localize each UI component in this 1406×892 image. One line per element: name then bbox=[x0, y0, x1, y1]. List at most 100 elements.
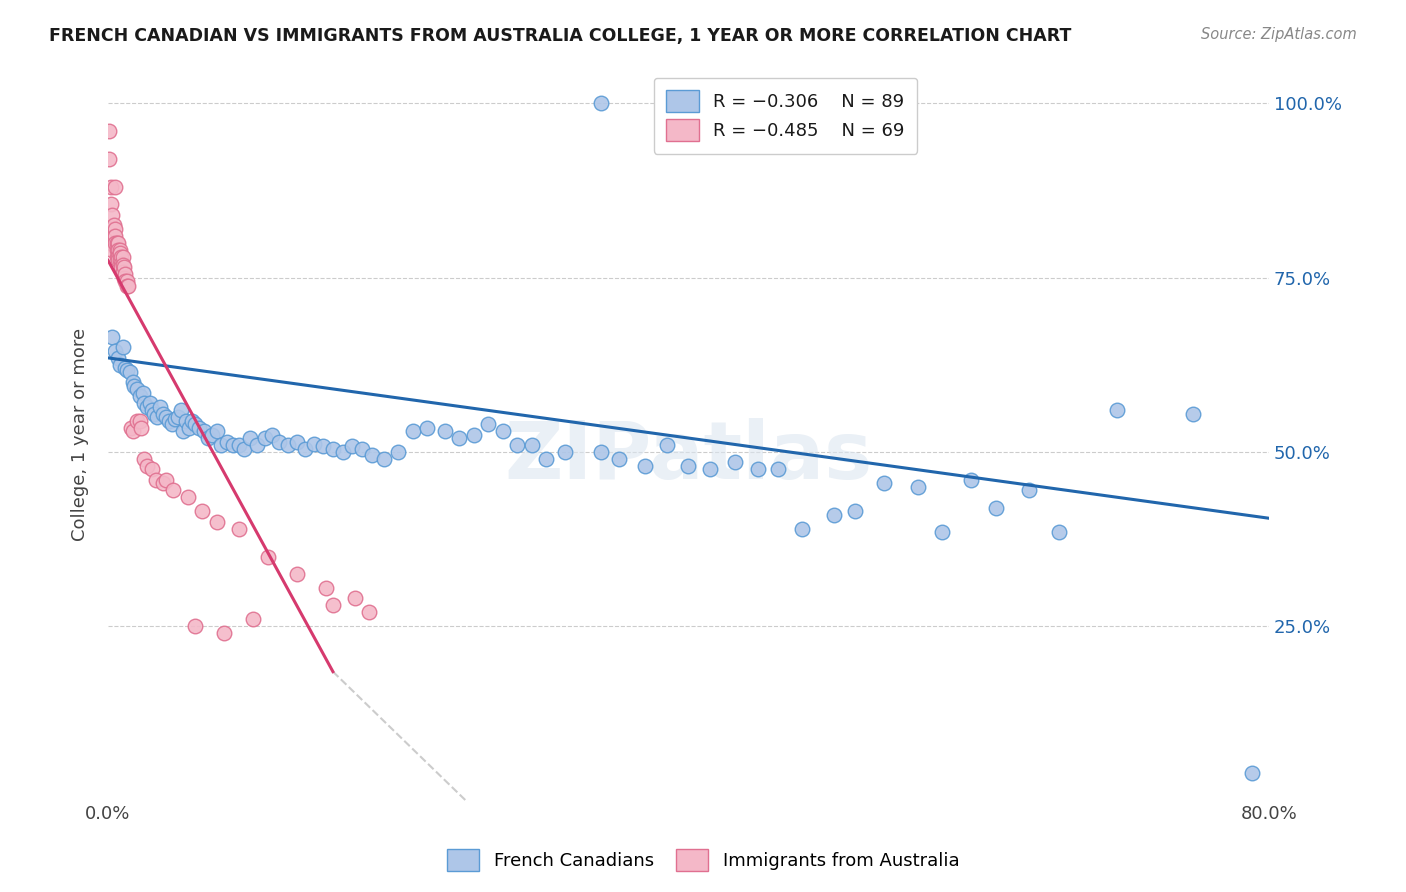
Text: ZIPatlas: ZIPatlas bbox=[505, 417, 873, 496]
Point bbox=[239, 431, 262, 445]
Point bbox=[433, 424, 456, 438]
Point bbox=[873, 476, 896, 491]
Point bbox=[103, 219, 125, 233]
Point bbox=[129, 414, 152, 428]
Point bbox=[146, 410, 169, 425]
Point bbox=[100, 235, 122, 250]
Point bbox=[463, 427, 485, 442]
Point bbox=[169, 403, 191, 417]
Point bbox=[205, 424, 228, 438]
Point bbox=[108, 243, 131, 257]
Point bbox=[1105, 403, 1128, 417]
Point bbox=[105, 250, 128, 264]
Legend: French Canadians, Immigrants from Australia: French Canadians, Immigrants from Austra… bbox=[440, 842, 966, 879]
Point bbox=[285, 434, 308, 449]
Point bbox=[256, 549, 278, 564]
Point bbox=[152, 476, 174, 491]
Point bbox=[104, 180, 127, 194]
Point bbox=[143, 407, 166, 421]
Point bbox=[506, 438, 529, 452]
Point bbox=[350, 442, 373, 456]
Point bbox=[149, 400, 172, 414]
Point bbox=[108, 246, 131, 260]
Point bbox=[449, 431, 471, 445]
Point bbox=[112, 270, 135, 285]
Point bbox=[312, 439, 335, 453]
Point bbox=[536, 452, 558, 467]
Point bbox=[260, 427, 283, 442]
Point bbox=[655, 438, 678, 452]
Point bbox=[145, 473, 167, 487]
Point bbox=[101, 222, 124, 236]
Point bbox=[591, 445, 613, 459]
Point bbox=[205, 515, 228, 529]
Point bbox=[253, 431, 276, 445]
Point bbox=[416, 420, 439, 434]
Point bbox=[520, 438, 543, 452]
Point bbox=[242, 612, 264, 626]
Point bbox=[285, 567, 308, 582]
Point bbox=[387, 445, 409, 459]
Point bbox=[790, 522, 813, 536]
Point bbox=[222, 438, 245, 452]
Point bbox=[201, 427, 224, 442]
Point bbox=[129, 389, 152, 403]
Point bbox=[188, 420, 211, 434]
Point bbox=[373, 452, 395, 467]
Point bbox=[115, 279, 138, 293]
Point bbox=[105, 235, 128, 250]
Point bbox=[125, 382, 148, 396]
Point bbox=[100, 180, 122, 194]
Point bbox=[554, 445, 576, 459]
Point bbox=[492, 424, 515, 438]
Point bbox=[277, 438, 299, 452]
Point bbox=[155, 410, 177, 425]
Point bbox=[107, 253, 129, 268]
Point bbox=[960, 473, 983, 487]
Point bbox=[112, 260, 135, 275]
Point bbox=[107, 351, 129, 365]
Point bbox=[163, 411, 186, 425]
Point bbox=[110, 257, 132, 271]
Point bbox=[107, 250, 129, 264]
Point bbox=[115, 274, 138, 288]
Text: Source: ZipAtlas.com: Source: ZipAtlas.com bbox=[1201, 27, 1357, 42]
Point bbox=[108, 358, 131, 372]
Point bbox=[104, 343, 127, 358]
Point bbox=[228, 438, 250, 452]
Point bbox=[121, 424, 143, 438]
Point bbox=[212, 626, 235, 640]
Point bbox=[157, 414, 180, 428]
Point bbox=[678, 458, 700, 473]
Point bbox=[115, 362, 138, 376]
Point bbox=[98, 124, 121, 138]
Point bbox=[907, 480, 929, 494]
Point bbox=[139, 396, 162, 410]
Point bbox=[343, 591, 366, 606]
Point bbox=[215, 434, 238, 449]
Point bbox=[359, 606, 381, 620]
Point bbox=[233, 442, 256, 456]
Point bbox=[101, 243, 124, 257]
Point bbox=[100, 197, 122, 211]
Point bbox=[98, 152, 121, 166]
Point bbox=[121, 376, 143, 390]
Point bbox=[122, 378, 145, 392]
Point bbox=[160, 417, 183, 431]
Point bbox=[114, 274, 136, 288]
Point bbox=[197, 431, 219, 445]
Point bbox=[1047, 525, 1070, 540]
Text: FRENCH CANADIAN VS IMMIGRANTS FROM AUSTRALIA COLLEGE, 1 YEAR OR MORE CORRELATION: FRENCH CANADIAN VS IMMIGRANTS FROM AUSTR… bbox=[49, 27, 1071, 45]
Point bbox=[136, 400, 159, 414]
Point bbox=[134, 396, 156, 410]
Point bbox=[118, 365, 141, 379]
Point bbox=[294, 442, 316, 456]
Point bbox=[181, 414, 204, 428]
Point bbox=[768, 462, 790, 476]
Point bbox=[105, 243, 128, 257]
Point bbox=[125, 414, 148, 428]
Point bbox=[984, 500, 1007, 515]
Point bbox=[1240, 765, 1263, 780]
Y-axis label: College, 1 year or more: College, 1 year or more bbox=[72, 328, 89, 541]
Point bbox=[179, 420, 201, 434]
